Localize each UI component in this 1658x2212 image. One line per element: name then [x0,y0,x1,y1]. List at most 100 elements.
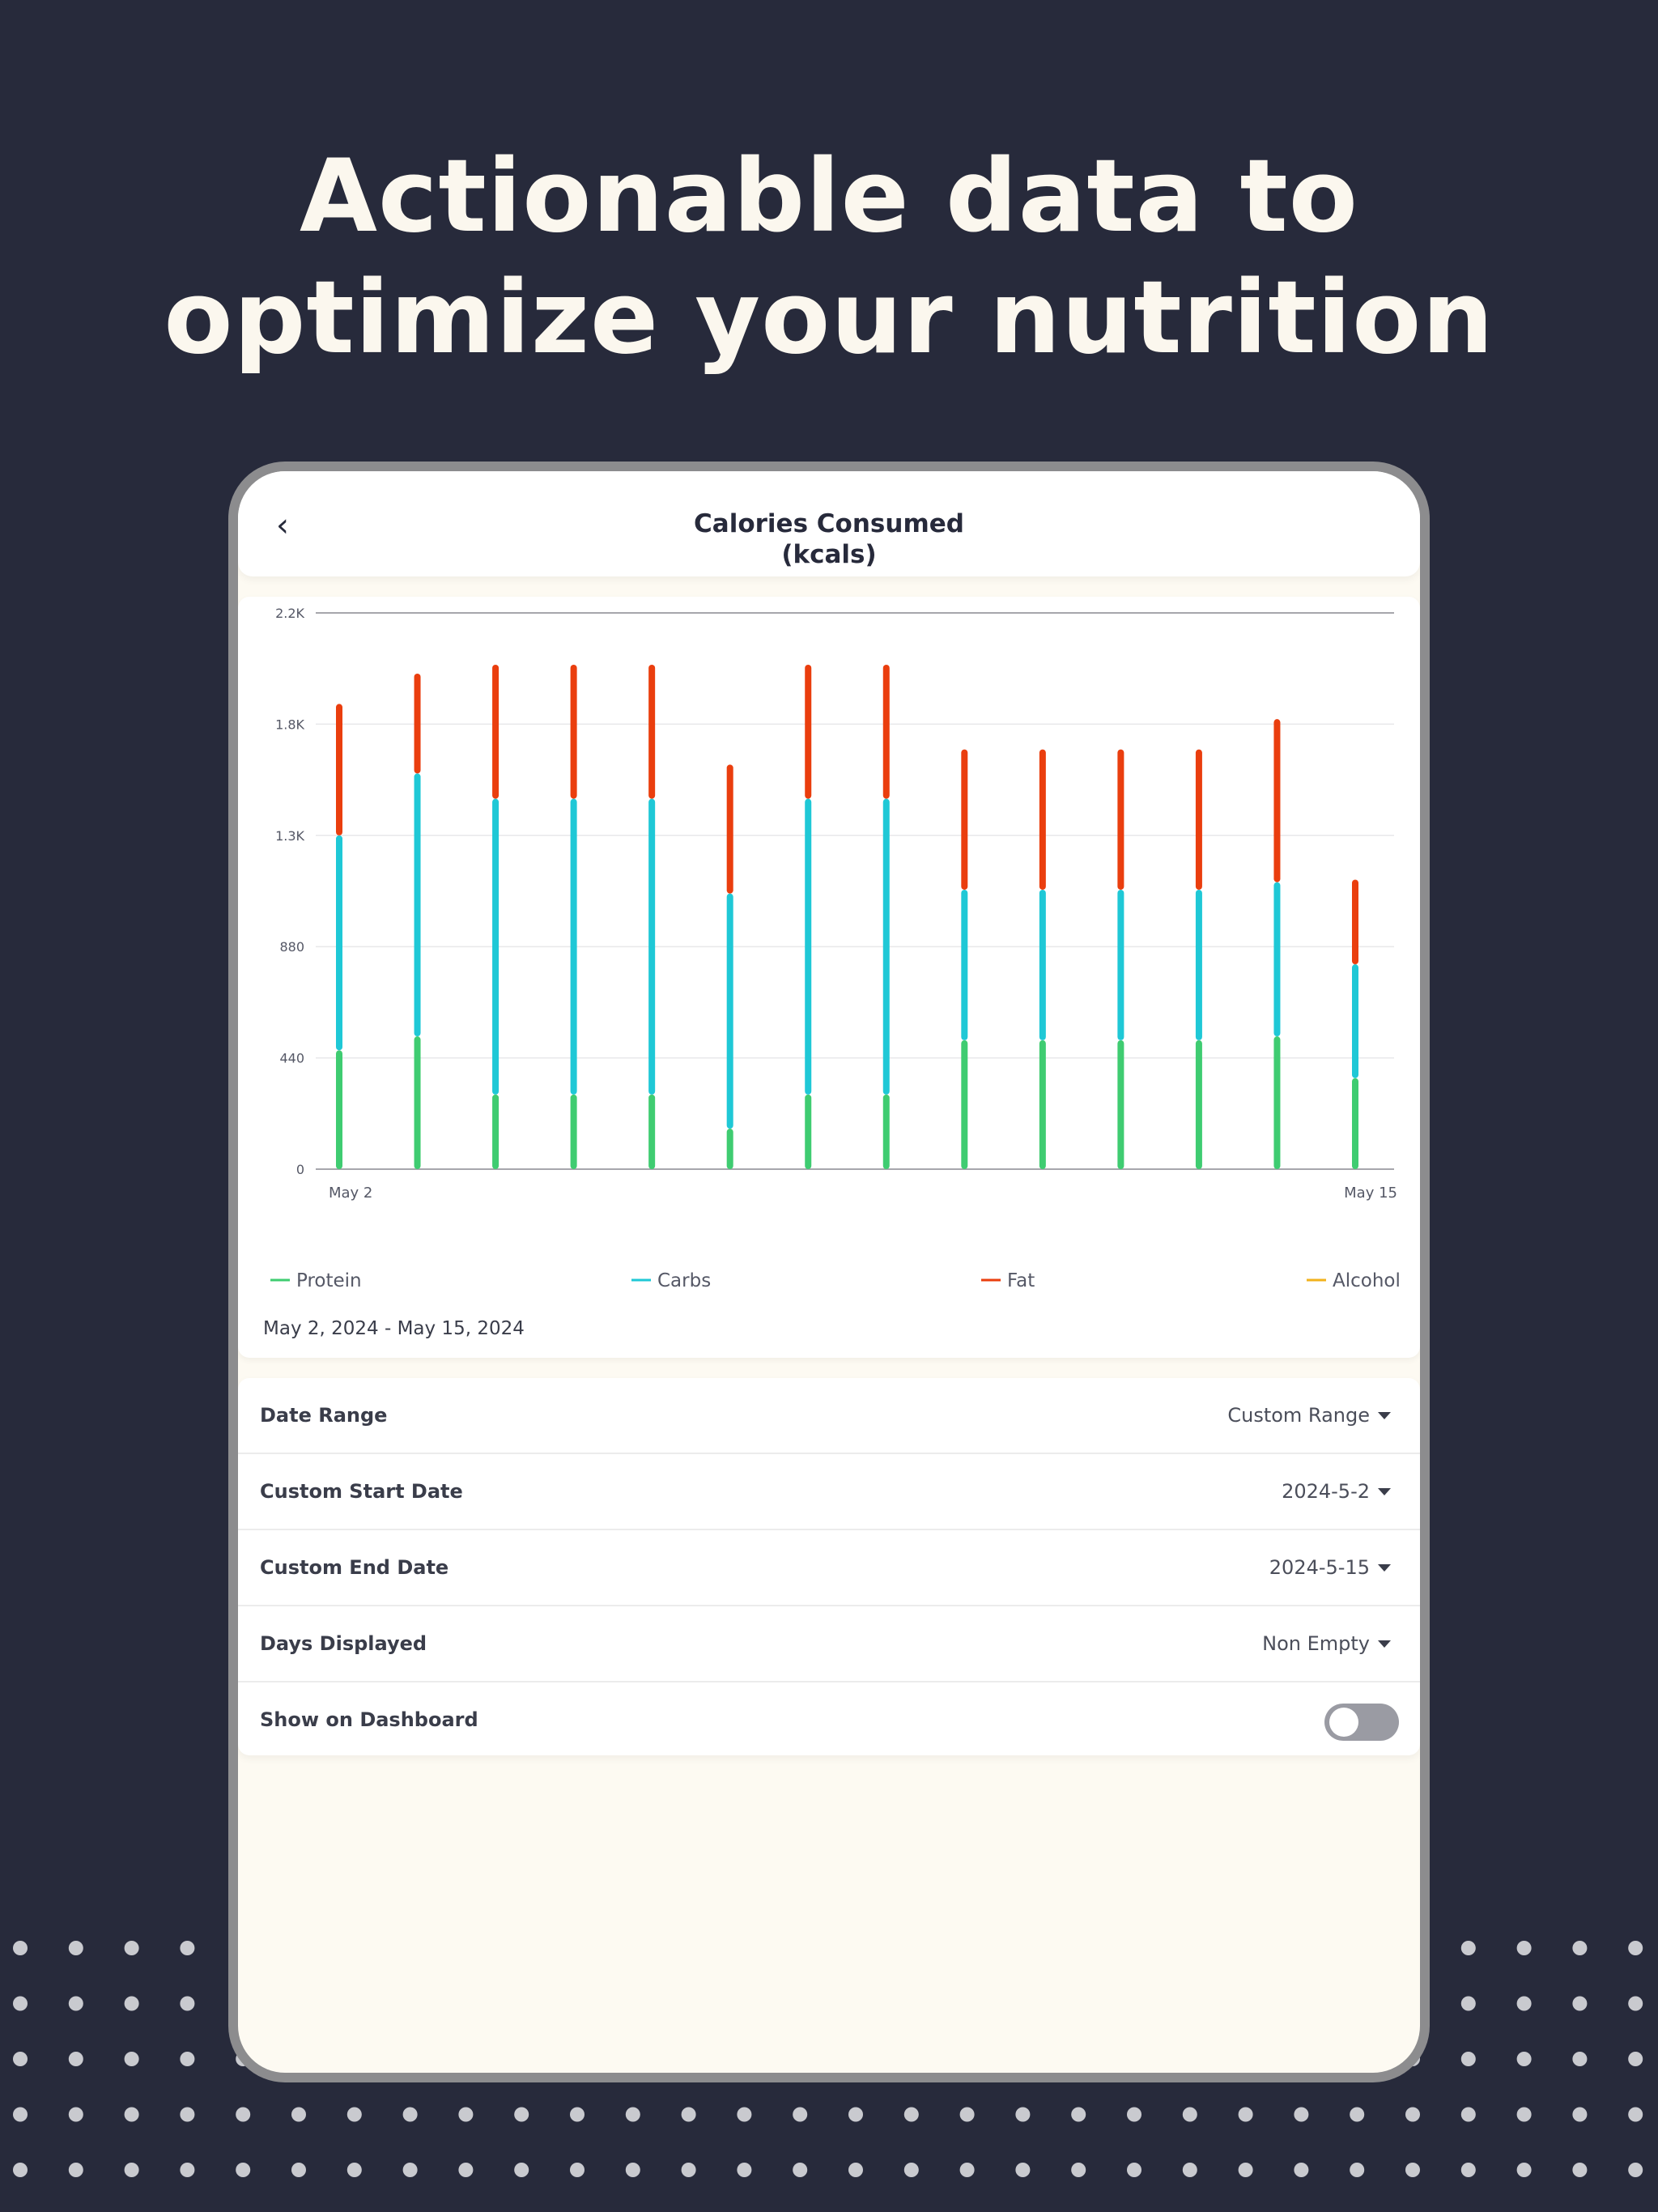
toggle-knob [1329,1708,1358,1737]
dot-pattern-dot [1628,2052,1643,2066]
dot-pattern-dot [1182,2107,1197,2122]
dot-pattern-dot [1182,2163,1197,2177]
dot-pattern-dot [1127,2107,1141,2122]
dot-pattern-dot [291,2107,306,2122]
dot-pattern-dot [402,2163,418,2177]
days-displayed-label: Days Displayed [260,1632,427,1655]
dot-pattern-dot [124,2163,139,2177]
headline-line-2: optimize your nutrition [164,260,1494,376]
dot-pattern-dot [1572,2163,1588,2177]
dot-pattern-dot [346,2107,362,2122]
dot-pattern-dot [458,2163,474,2177]
dot-pattern-dot [848,2163,863,2177]
caret-down-icon[interactable] [1378,1640,1391,1648]
tablet-frame: ‹ Calories Consumed (kcals) 0 440 880 1.3K 1… [228,462,1430,2082]
headline: Actionable data to optimize your nutriti… [0,136,1658,379]
dot-pattern-dot [1238,2107,1253,2122]
caret-down-icon[interactable] [1378,1488,1391,1495]
dot-pattern-dot [681,2163,696,2177]
legend-label: Fat [1007,1270,1035,1291]
legend-label: Carbs [657,1270,711,1291]
dot-pattern-dot [793,2163,808,2177]
dot-pattern-dot [13,2163,28,2177]
custom-start-date-select[interactable]: 2024-5-2 [1282,1480,1370,1503]
settings-list: Date Range Custom Range Custom Start Dat… [238,1378,1420,1755]
x-tick-label: May 2 [329,1185,372,1202]
date-range-label: Date Range [260,1404,388,1427]
dot-pattern-dot [346,2163,362,2177]
dot-pattern-dot [124,1941,139,1955]
title-line-1: Calories Consumed [694,509,964,538]
dot-pattern-dot [236,2163,251,2177]
dot-pattern-dot [1015,2163,1031,2177]
legend-label: Alcohol [1333,1270,1401,1291]
dot-pattern-dot [1460,2052,1476,2066]
dot-pattern-dot [1628,2107,1643,2122]
y-tick-label: 1.8K [275,717,304,732]
dot-pattern-dot [848,2107,863,2122]
chevron-left-icon[interactable]: ‹ [276,507,289,544]
custom-end-date-label: Custom End Date [260,1556,449,1579]
dot-pattern-dot [1572,1941,1588,1955]
chart-card: 0 440 880 1.3K 1.8K 2.2K May 2 May 15 Protein Car… [238,597,1420,1358]
dot-pattern-dot [13,1941,28,1955]
dot-pattern-dot [1572,1996,1588,2011]
show-on-dashboard-row: Show on Dashboard [238,1682,1420,1760]
y-tick-label: 1.3K [275,828,304,844]
y-tick-label: 2.2K [275,606,304,621]
dot-pattern-dot [1071,2107,1086,2122]
dot-pattern-dot [1071,2163,1086,2177]
dot-pattern-dot [1405,2163,1420,2177]
legend-label: Protein [296,1270,362,1291]
dot-pattern-dot [68,2107,83,2122]
dot-pattern-dot [1127,2163,1141,2177]
days-displayed-select[interactable]: Non Empty [1262,1632,1370,1655]
caret-down-icon[interactable] [1378,1564,1391,1572]
dot-pattern-dot [1516,1996,1532,2011]
dot-pattern-dot [402,2107,418,2122]
dot-pattern-dot [1460,1941,1476,1955]
dot-pattern-dot [1350,2163,1365,2177]
custom-end-date-row[interactable]: Custom End Date 2024-5-15 [238,1530,1420,1606]
dot-pattern-dot [236,2107,251,2122]
dot-pattern-dot [68,2163,83,2177]
dot-pattern-dot [1628,1996,1643,2011]
dot-pattern-dot [903,2163,919,2177]
dot-pattern-dot [13,2052,28,2066]
custom-start-date-label: Custom Start Date [260,1480,463,1503]
days-displayed-row[interactable]: Days Displayed Non Empty [238,1606,1420,1682]
dot-pattern-dot [1516,2052,1532,2066]
date-range-select[interactable]: Custom Range [1227,1404,1370,1427]
dot-pattern-dot [1460,1996,1476,2011]
dot-pattern-dot [1516,2163,1532,2177]
dot-pattern-dot [1294,2107,1309,2122]
dot-pattern-dot [124,1996,139,2011]
dot-pattern-dot [1015,2107,1031,2122]
y-tick-label: 880 [279,939,304,955]
custom-start-date-row[interactable]: Custom Start Date 2024-5-2 [238,1454,1420,1530]
show-on-dashboard-toggle[interactable] [1324,1704,1399,1741]
date-range-row[interactable]: Date Range Custom Range [238,1378,1420,1454]
dot-pattern-dot [180,2163,195,2177]
custom-end-date-select[interactable]: 2024-5-15 [1269,1556,1370,1579]
dot-pattern-dot [180,2107,195,2122]
top-bar: ‹ Calories Consumed (kcals) [238,471,1420,576]
dot-pattern-dot [13,1996,28,2011]
dot-pattern-dot [180,2052,195,2066]
dot-pattern-dot [291,2163,306,2177]
show-on-dashboard-label: Show on Dashboard [260,1708,478,1731]
dot-pattern-dot [1350,2107,1365,2122]
x-tick-label: May 15 [1344,1185,1397,1202]
dot-pattern-dot [1516,2107,1532,2122]
dot-pattern-dot [737,2163,752,2177]
dot-pattern-dot [1405,2107,1420,2122]
page-title: Calories Consumed (kcals) [505,508,1153,570]
dot-pattern-dot [959,2107,975,2122]
caret-down-icon[interactable] [1378,1412,1391,1419]
dot-pattern-dot [514,2107,529,2122]
dot-pattern-dot [681,2107,696,2122]
dot-pattern-dot [180,1996,195,2011]
headline-line-1: Actionable data to [300,138,1358,255]
calories-chart: 0 440 880 1.3K 1.8K 2.2K May 2 May 15 Protein Car… [263,606,1401,1339]
dot-pattern-dot [570,2163,585,2177]
